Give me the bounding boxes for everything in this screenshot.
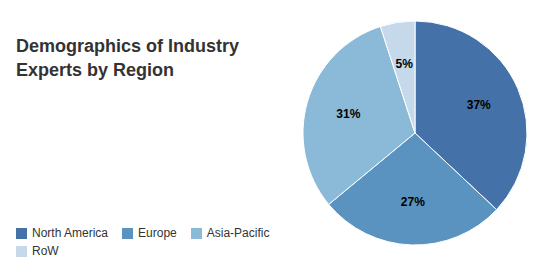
svg-text:37%: 37% [467,98,491,112]
html-text:RoW: RoW [32,244,59,258]
html-text:Demographics of Industry: Demographics of Industry [16,36,239,56]
svg-text:31%: 31% [336,107,360,121]
html-text:Experts by Region: Experts by Region [16,60,174,81]
svg-text:5%: 5% [395,57,413,71]
html-text:North America: North America [32,226,108,240]
html-text:Europe: Europe [138,226,177,240]
html-text:Asia-Pacific: Asia-Pacific [206,226,270,240]
svg-text:27%: 27% [401,195,425,209]
